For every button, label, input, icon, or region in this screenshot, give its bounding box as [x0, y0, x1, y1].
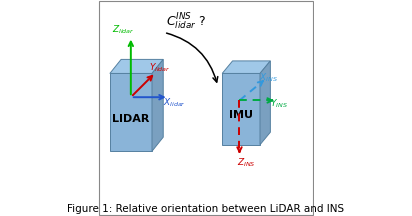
- Polygon shape: [222, 73, 260, 145]
- FancyBboxPatch shape: [99, 1, 313, 215]
- Text: LIDAR: LIDAR: [112, 114, 150, 124]
- Text: $Z_{INS}$: $Z_{INS}$: [236, 157, 255, 169]
- Polygon shape: [222, 61, 270, 73]
- Text: $X_{INS}$: $X_{INS}$: [259, 71, 278, 84]
- Polygon shape: [152, 59, 163, 151]
- Text: Figure 1: Relative orientation between LiDAR and INS: Figure 1: Relative orientation between L…: [68, 204, 344, 214]
- Text: $X_{lidar}$: $X_{lidar}$: [163, 96, 185, 109]
- Text: IMU: IMU: [229, 110, 253, 120]
- Text: $Y_{lidar}$: $Y_{lidar}$: [149, 62, 171, 74]
- Polygon shape: [110, 73, 152, 151]
- Text: $C_{lidar}^{INS}$ ?: $C_{lidar}^{INS}$ ?: [166, 11, 207, 32]
- Text: $Y_{INS}$: $Y_{INS}$: [271, 97, 288, 110]
- Text: $Z_{lidar}$: $Z_{lidar}$: [112, 24, 135, 37]
- Polygon shape: [260, 61, 270, 145]
- Polygon shape: [110, 59, 163, 73]
